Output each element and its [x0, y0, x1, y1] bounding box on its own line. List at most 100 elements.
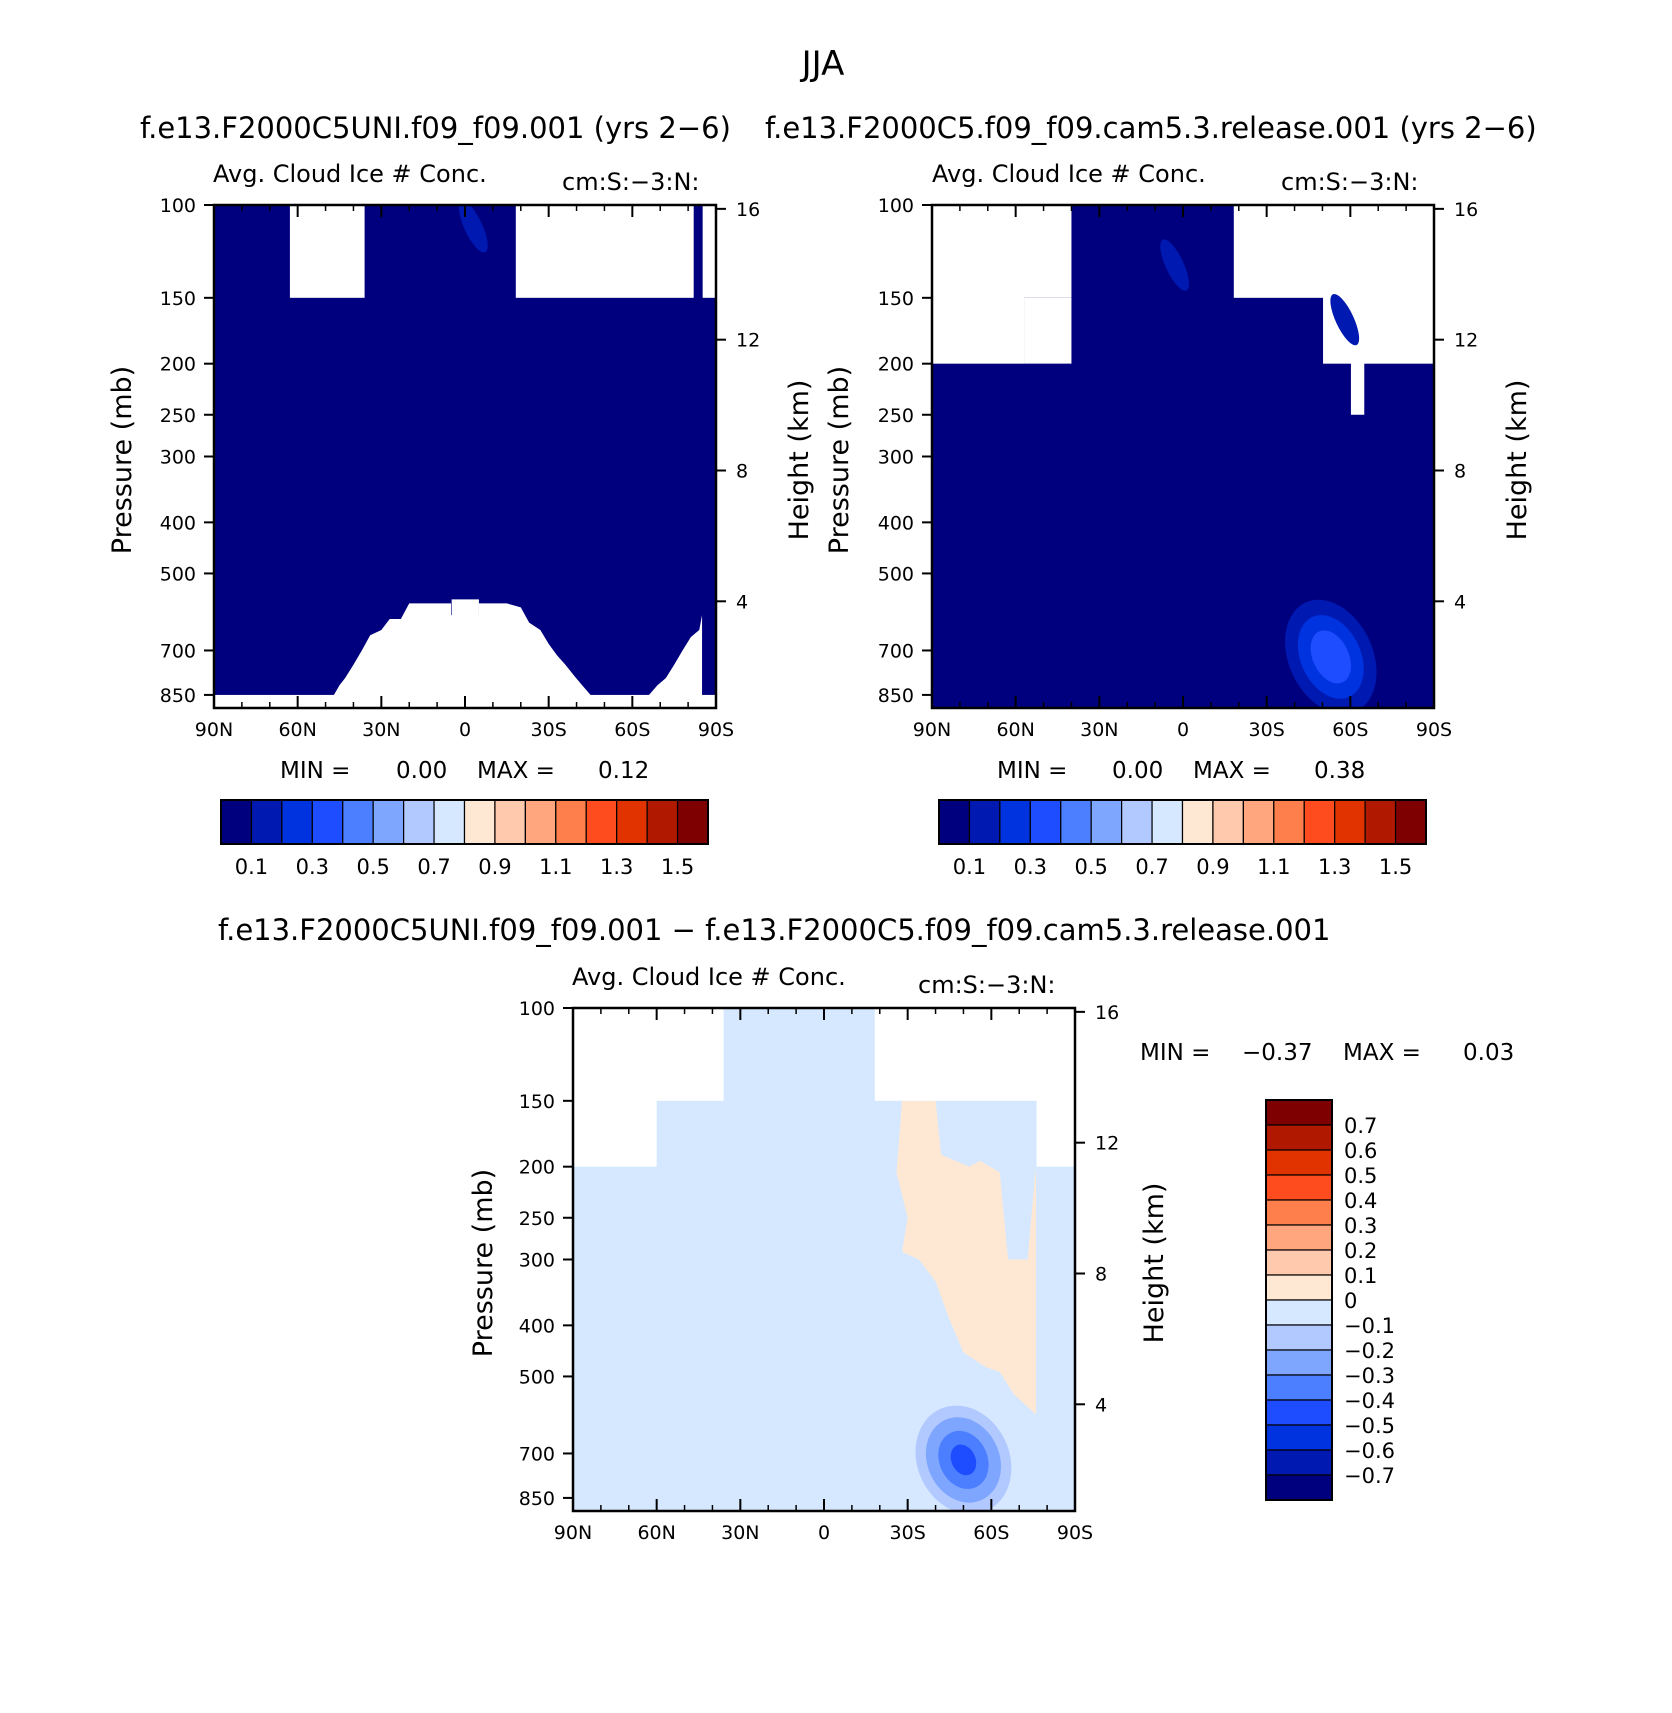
- max-value: 0.03: [1463, 1040, 1514, 1066]
- y-axis-right-label: Height (km): [1139, 1183, 1170, 1344]
- min-label: MIN =: [1140, 1040, 1210, 1066]
- y-tick-label: 500: [878, 563, 914, 585]
- colorbar-swatch: [1265, 1474, 1333, 1501]
- contour-band: [1330, 293, 1360, 346]
- colorbar-swatch: [1265, 1124, 1333, 1151]
- positive-region: [896, 1100, 1036, 1415]
- colorbar-frame: [220, 799, 709, 845]
- colorbar-swatch: [1334, 799, 1366, 845]
- colorbar-swatch: [1151, 799, 1184, 845]
- min-value: −0.37: [1242, 1040, 1312, 1066]
- colorbar-label: 0.5: [356, 855, 389, 879]
- colorbar-label: 1.1: [1257, 855, 1290, 879]
- field-column: [702, 297, 716, 695]
- colorbar-swatch: [433, 799, 466, 845]
- max-label: MAX =: [1343, 1040, 1421, 1066]
- y-right-tick-label: 4: [1095, 1394, 1107, 1416]
- contour-band: [1160, 239, 1190, 291]
- y-axis-label: Pressure (mb): [468, 1169, 499, 1357]
- y-tick-label: 300: [519, 1250, 555, 1272]
- y-tick-label: 200: [878, 354, 914, 376]
- panel-top-right: f.e13.F2000C5.f09_f09.cam5.3.release.001…: [765, 111, 1537, 879]
- colorbar-swatch: [403, 799, 435, 845]
- field-column: [723, 1008, 875, 1511]
- colorbar-swatch: [1121, 799, 1153, 845]
- y-tick-label: 500: [160, 563, 196, 585]
- y-right-tick-label: 12: [1095, 1133, 1119, 1155]
- field-column: [1024, 297, 1073, 708]
- colorbar-label: 1.3: [1318, 855, 1351, 879]
- min-label: MIN =: [280, 758, 350, 784]
- units-label: cm:S:−3:N:: [1281, 168, 1418, 196]
- x-tick-label: 0: [1177, 719, 1189, 741]
- colorbar-swatch: [1265, 1324, 1333, 1351]
- x-tick-label: 90S: [1416, 719, 1452, 741]
- colorbar-swatch: [1273, 799, 1305, 845]
- panel-top-left: f.e13.F2000C5UNI.f09_f09.001 (yrs 2−6) A…: [107, 111, 815, 879]
- colorbar-swatch: [1265, 1249, 1333, 1276]
- field-column: [656, 1100, 725, 1511]
- y-right-tick-label: 4: [736, 591, 748, 613]
- y-tick-label: 100: [519, 998, 555, 1020]
- y-tick-label: 200: [519, 1157, 555, 1179]
- y-right-tick-label: 12: [736, 330, 760, 352]
- x-tick-label: 90N: [913, 719, 951, 741]
- min-value: 0.00: [1112, 758, 1163, 784]
- colorbar-label: 0.7: [1344, 1114, 1377, 1138]
- variable-label: Avg. Cloud Ice # Conc.: [932, 160, 1206, 188]
- variable-label: Avg. Cloud Ice # Conc.: [213, 160, 487, 188]
- colorbar-swatch: [494, 799, 526, 845]
- plot-area: 90N 60N 30N 0 30S 60S 90S 100 150 200 250 300 400 500…: [519, 998, 1119, 1544]
- field-column: [1071, 205, 1234, 708]
- x-tick-label: 30N: [362, 719, 400, 741]
- colorbar-label: 0.3: [296, 855, 329, 879]
- colorbar-swatch: [1060, 799, 1092, 845]
- colorbar-swatch: [999, 799, 1031, 845]
- colorbar-swatch: [676, 799, 709, 845]
- colorbar: 0.1 0.3 0.5 0.7 0.9 1.1 1.3 1.5: [938, 799, 1427, 879]
- colorbar-swatch: [1265, 1199, 1333, 1226]
- colorbar-label: 1.5: [661, 855, 694, 879]
- field-layer: [932, 205, 1434, 708]
- colorbar-label: 0.5: [1344, 1164, 1377, 1188]
- colorbar-swatch: [1394, 799, 1427, 845]
- units-label: cm:S:−3:N:: [918, 971, 1055, 999]
- x-tick-label: 0: [818, 1522, 830, 1544]
- y-axis-right-label: Height (km): [1502, 380, 1533, 541]
- y-tick-label: 500: [519, 1366, 555, 1388]
- colorbar-label: 0: [1344, 1289, 1357, 1313]
- y-axis-label: Pressure (mb): [107, 366, 138, 554]
- x-tick-label: 60N: [637, 1522, 675, 1544]
- y-right-tick-label: 8: [1454, 460, 1466, 482]
- colorbar-label: 0.9: [1196, 855, 1229, 879]
- y-right-tick-label: 4: [1454, 591, 1466, 613]
- field-column: [289, 297, 366, 695]
- colorbar-label: 0.1: [1344, 1264, 1377, 1288]
- y-tick-label: 850: [160, 685, 196, 707]
- colorbar-swatch: [1265, 1274, 1333, 1301]
- x-tick-label: 30S: [1249, 719, 1285, 741]
- x-tick-label: 90S: [698, 719, 734, 741]
- colorbar-label: 1.1: [539, 855, 572, 879]
- colorbar-swatch: [1242, 799, 1275, 845]
- colorbar-label: −0.7: [1344, 1464, 1395, 1488]
- colorbar-label: 0.3: [1014, 855, 1047, 879]
- contour-band: [950, 1444, 977, 1476]
- colorbar-swatch: [250, 799, 283, 845]
- y-tick-label: 150: [878, 288, 914, 310]
- max-label: MAX =: [477, 758, 555, 784]
- colorbar-label: 1.5: [1379, 855, 1412, 879]
- colorbar-swatch: [342, 799, 374, 845]
- x-tick-label: 30S: [531, 719, 567, 741]
- colorbar-swatch: [1265, 1149, 1333, 1176]
- colorbar-label: 0.3: [1344, 1214, 1377, 1238]
- x-tick-label: 60N: [996, 719, 1034, 741]
- panel-title: f.e13.F2000C5.f09_f09.cam5.3.release.001…: [765, 111, 1537, 145]
- y-right-tick-label: 16: [1095, 1002, 1119, 1024]
- field-column: [515, 297, 695, 695]
- y-tick-label: 150: [160, 288, 196, 310]
- y-tick-label: 150: [519, 1091, 555, 1113]
- y-tick-label: 400: [878, 512, 914, 534]
- colorbar-swatch: [1212, 799, 1244, 845]
- plot-area: 90N 60N 30N 0 30S 60S 90S 100 150 200 250 300 400 500…: [160, 195, 760, 741]
